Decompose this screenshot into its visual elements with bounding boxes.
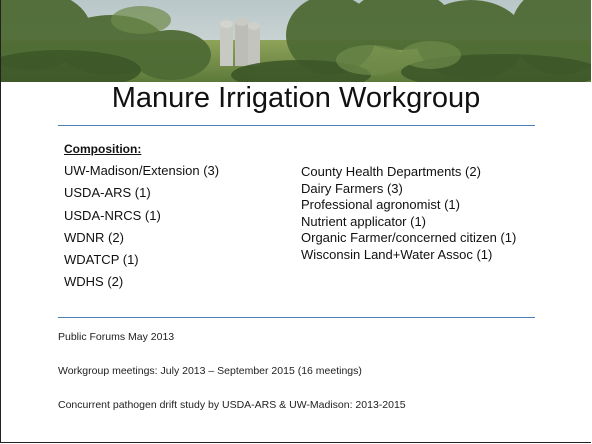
divider	[58, 317, 535, 318]
member-item: Organic Farmer/concerned citizen (1)	[301, 230, 517, 246]
member-item: Professional agronomist (1)	[301, 197, 460, 213]
divider	[58, 125, 535, 126]
member-item: WDATCP (1)	[64, 252, 139, 268]
note: Public Forums May 2013	[58, 331, 175, 343]
note: Concurrent pathogen drift study by USDA-…	[58, 399, 406, 411]
member-list: County Health Departments (2) Dairy Farme…	[301, 164, 516, 264]
member-item: Dairy Farmers (3)	[301, 180, 403, 196]
member-item: WDNR (2)	[64, 229, 124, 245]
member-item: UW-Madison/Extension (3)	[64, 163, 220, 178]
member-item: USDA-ARS (1)	[64, 185, 151, 201]
member-item: Nutrient applicator (1)	[301, 213, 426, 229]
slide-title: Manure Irrigation Workgroup	[111, 82, 481, 114]
section-heading: Composition:	[64, 142, 142, 156]
member-item: WDHS (2)	[64, 274, 124, 290]
member-item: County Health Departments (2)	[301, 164, 481, 179]
member-item: USDA-NRCS (1)	[64, 207, 161, 223]
member-item: Wisconsin Land+Water Assoc (1)	[301, 246, 493, 262]
note: Workgroup meetings: July 2013 – Septembe…	[58, 365, 362, 377]
member-list: UW-Madison/Extension (3) USDA-ARS (1) USDA…	[64, 163, 219, 297]
banner-photo	[1, 0, 591, 82]
